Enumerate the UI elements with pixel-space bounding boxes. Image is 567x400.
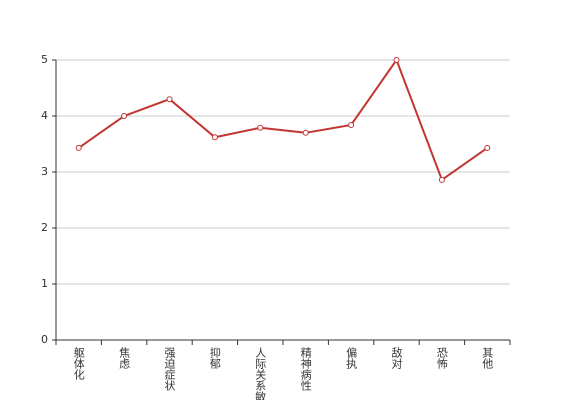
point <box>438 176 445 183</box>
point <box>484 144 491 151</box>
point <box>211 134 218 141</box>
x-tick-label: 抑郁 <box>208 346 221 369</box>
y-tick-label: 3 <box>41 165 48 178</box>
line <box>78 57 488 182</box>
x-tick-label: 恐怖 <box>435 347 448 369</box>
x-tick-label: 精神病性 <box>299 347 312 392</box>
point <box>121 113 128 119</box>
point <box>302 129 309 136</box>
point <box>166 96 173 103</box>
x-tick-label: 强迫症状 <box>163 347 176 391</box>
point <box>75 144 82 151</box>
y-tick-label: 1 <box>41 277 48 290</box>
y-tick-label: 5 <box>41 53 48 66</box>
x-tick-label: 其他 <box>481 347 494 369</box>
x-tick-label: 躯体化 <box>72 347 85 381</box>
y-tick-label: 4 <box>41 109 48 122</box>
point <box>393 57 400 63</box>
point <box>257 124 264 131</box>
x-tick-label: 偏执 <box>345 346 358 370</box>
point <box>348 121 355 128</box>
x-tick-label: 人际关系敏感 <box>254 347 267 400</box>
x-tick-label: 焦虑 <box>118 347 131 369</box>
y-tick-label: 0 <box>41 333 48 346</box>
y-tick-label: 2 <box>41 221 48 234</box>
x-tick-label: 敌对 <box>390 346 403 369</box>
